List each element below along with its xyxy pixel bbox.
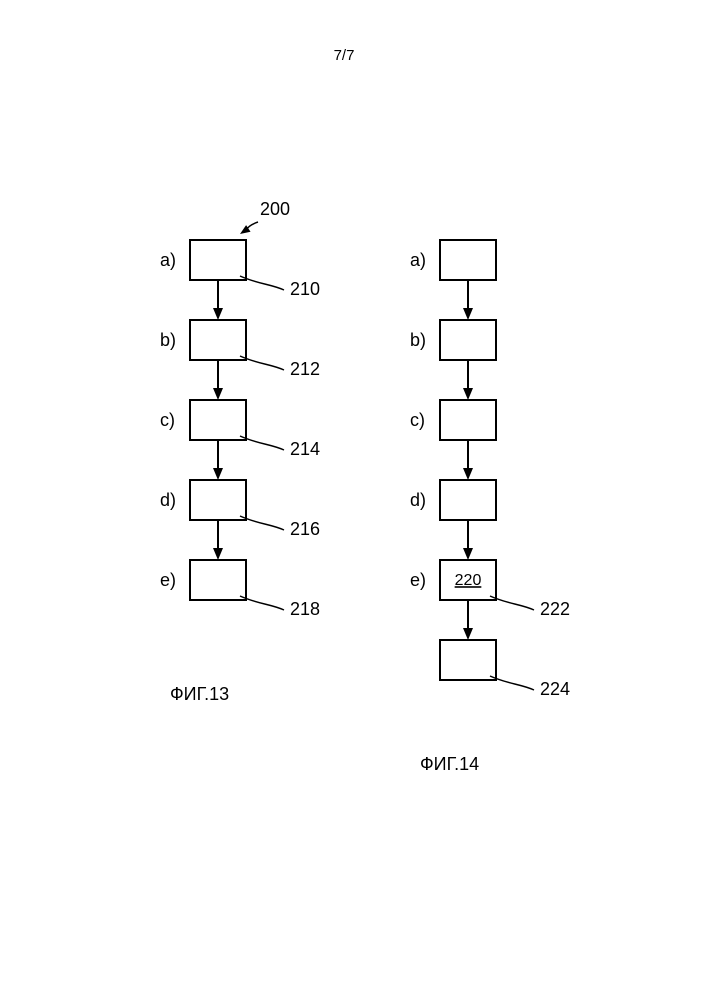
flow-box bbox=[440, 480, 496, 520]
figure-ref-label: 200 bbox=[260, 199, 290, 219]
step-label: c) bbox=[160, 410, 175, 430]
step-label: e) bbox=[160, 570, 176, 590]
flow-box bbox=[190, 240, 246, 280]
step-label: a) bbox=[160, 250, 176, 270]
figure-caption: ФИГ.14 bbox=[420, 754, 479, 774]
ref-label: 216 bbox=[290, 519, 320, 539]
step-label: b) bbox=[410, 330, 426, 350]
arrow-head bbox=[213, 388, 223, 400]
arrow-head bbox=[463, 628, 473, 640]
leader-line bbox=[240, 596, 284, 610]
step-label: d) bbox=[160, 490, 176, 510]
ref-label: 224 bbox=[540, 679, 570, 699]
leader-line bbox=[240, 436, 284, 450]
figure-caption: ФИГ.13 bbox=[170, 684, 229, 704]
ref-label: 218 bbox=[290, 599, 320, 619]
step-label: e) bbox=[410, 570, 426, 590]
step-label: d) bbox=[410, 490, 426, 510]
flow-box bbox=[440, 640, 496, 680]
flow-box bbox=[190, 480, 246, 520]
arrow-head bbox=[463, 468, 473, 480]
step-label: b) bbox=[160, 330, 176, 350]
arrow-head bbox=[463, 388, 473, 400]
box-inner-label: 220 bbox=[455, 572, 482, 589]
leader-line bbox=[240, 516, 284, 530]
flow-box bbox=[190, 320, 246, 360]
arrow-head bbox=[213, 468, 223, 480]
flow-box bbox=[190, 400, 246, 440]
flow-box bbox=[440, 400, 496, 440]
step-label: a) bbox=[410, 250, 426, 270]
arrow-head bbox=[213, 548, 223, 560]
page-number: 7/7 bbox=[334, 47, 355, 64]
flow-box bbox=[440, 240, 496, 280]
arrow-head bbox=[213, 308, 223, 320]
arrow-head bbox=[463, 548, 473, 560]
leader-line bbox=[240, 356, 284, 370]
arrow-head bbox=[463, 308, 473, 320]
leader-line bbox=[240, 276, 284, 290]
flow-box bbox=[440, 320, 496, 360]
ref-label: 222 bbox=[540, 599, 570, 619]
leader-line bbox=[490, 676, 534, 690]
step-label: c) bbox=[410, 410, 425, 430]
ref-label: 210 bbox=[290, 279, 320, 299]
ref-label: 212 bbox=[290, 359, 320, 379]
leader-line bbox=[490, 596, 534, 610]
flow-box bbox=[190, 560, 246, 600]
ref-label: 214 bbox=[290, 439, 320, 459]
